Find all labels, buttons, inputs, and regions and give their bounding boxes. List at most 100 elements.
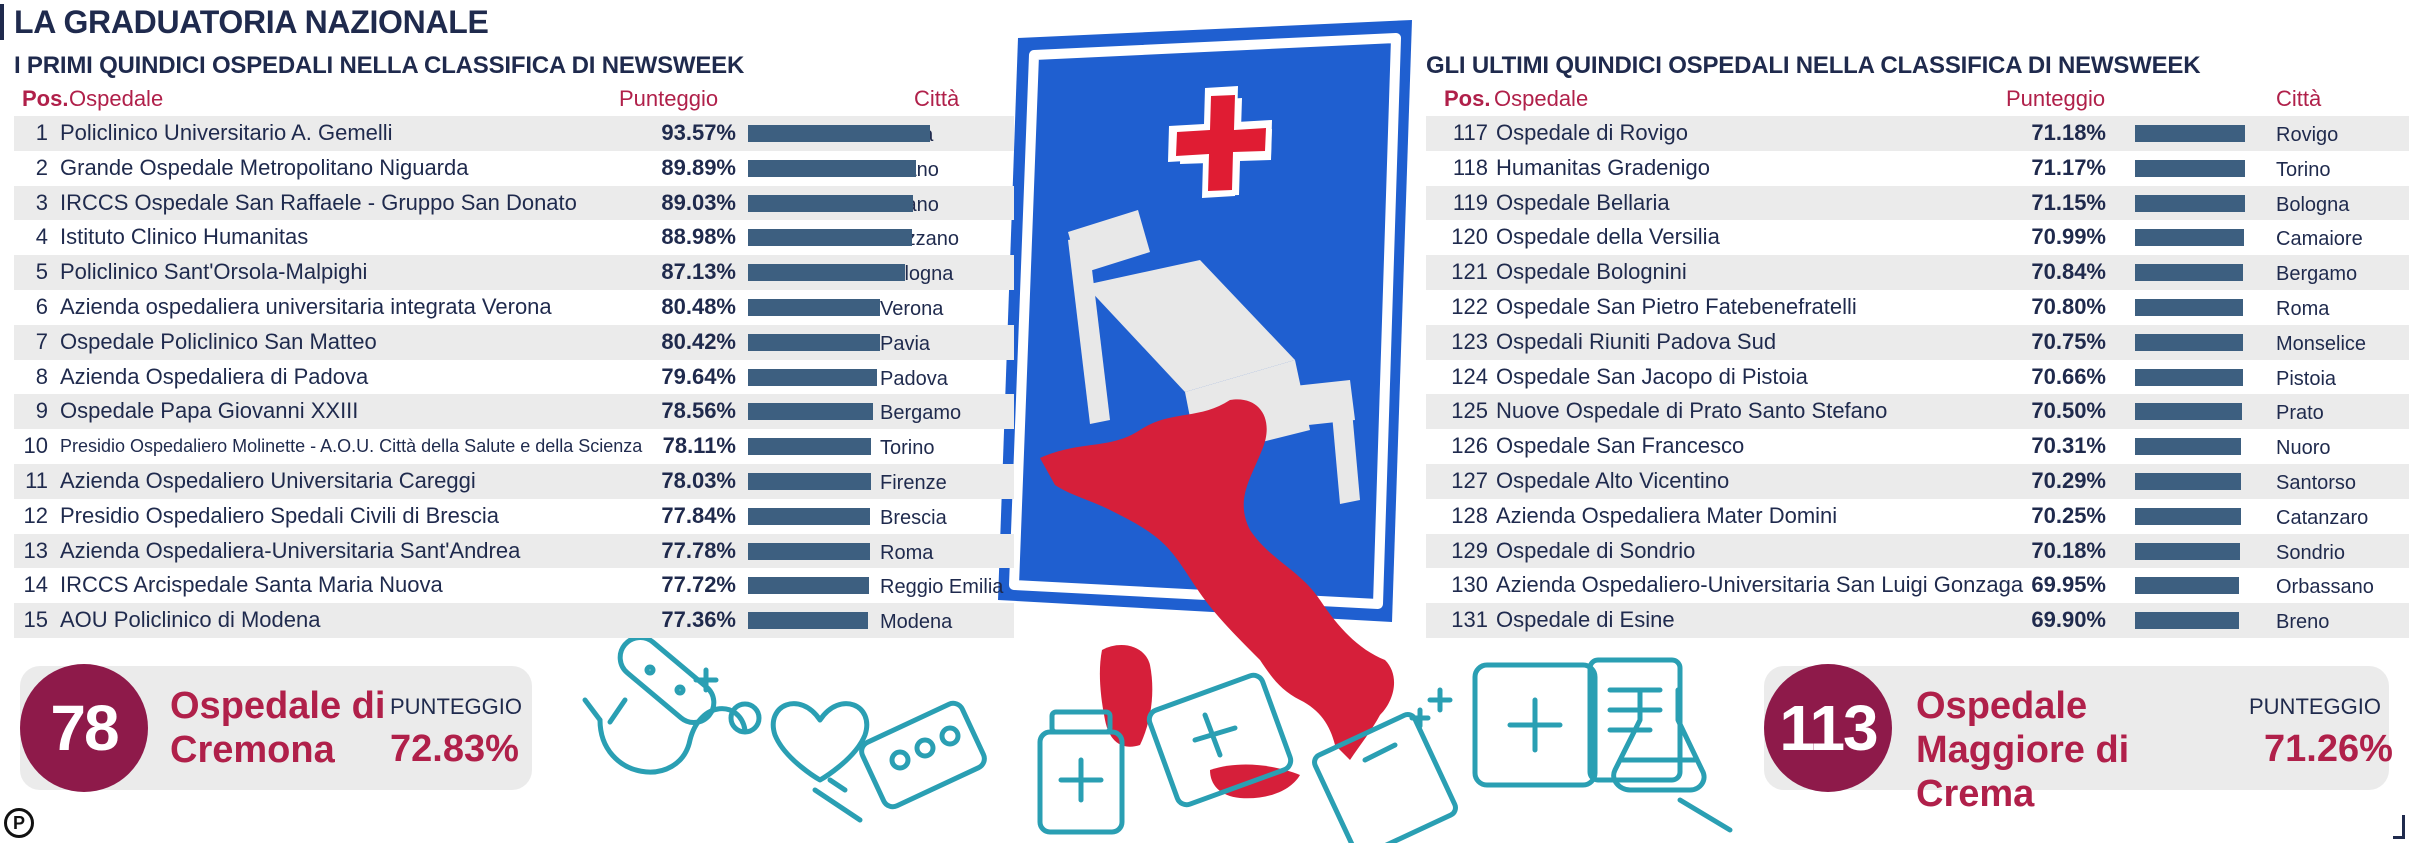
- column-header-name: Ospedale: [69, 86, 164, 111]
- syringe-icon: [812, 777, 863, 823]
- score-bar: [748, 403, 873, 421]
- row-hospital-name: Azienda Ospedaliera-Universitaria Sant'A…: [60, 537, 521, 563]
- row-score: 71.15%: [2031, 189, 2106, 215]
- row-rank: 6: [35, 293, 48, 319]
- row-rank: 15: [23, 607, 48, 633]
- row-city: Roma: [2276, 297, 2330, 320]
- row-city: Monselice: [2276, 332, 2367, 355]
- row-rank: 130: [1451, 572, 1488, 598]
- row-rank: 12: [23, 502, 48, 528]
- highlight-hospital-name: Ospedale di Cremona: [170, 685, 386, 771]
- row-score: 70.84%: [2031, 259, 2106, 285]
- score-bar: [2135, 159, 2245, 177]
- rank-badge: 113: [1764, 664, 1892, 792]
- top-hospitals-table: I PRIMI QUINDICI OSPEDALI NELLA CLASSIFI…: [14, 50, 1014, 638]
- row-score: 77.84%: [661, 502, 736, 528]
- row-rank: 11: [25, 467, 48, 493]
- highlight-card-cremona: 78 Ospedale di Cremona PUNTEGGIO 72.83%: [20, 664, 532, 792]
- medicine-bottle-icon: [1037, 709, 1125, 835]
- syringe-icon: [1677, 797, 1733, 833]
- row-hospital-name: IRCCS Ospedale San Raffaele - Gruppo San…: [60, 189, 577, 215]
- highlight-score-label: PUNTEGGIO: [2249, 694, 2382, 719]
- table-row: 124 Ospedale San Jacopo di Pistoia 70.66% P…: [1426, 360, 2409, 395]
- highlight-card-crema: 113 Ospedale Maggiore di Crema PUNTEGGIO…: [1764, 664, 2393, 815]
- row-hospital-name: Azienda ospedaliera universitaria integr…: [60, 293, 552, 319]
- first-aid-kit-icon: [1146, 672, 1294, 808]
- column-header-score: Punteggio: [619, 86, 719, 111]
- score-bar: [748, 229, 913, 247]
- table-row: 121 Ospedale Bolognini 70.84% Bergamo: [1426, 255, 2409, 290]
- table-row: 129 Ospedale di Sondrio 70.18% Sondrio: [1426, 533, 2409, 569]
- row-rank: 4: [35, 224, 48, 250]
- table-row: 5 Policlinico Sant'Orsola-Malpighi 87.13% B…: [14, 255, 1014, 290]
- row-hospital-name: Ospedale San Pietro Fatebenefratelli: [1496, 293, 1857, 319]
- table-row: 117 Ospedale di Rovigo 71.18% Rovigo: [1426, 116, 2409, 151]
- table-row: 1 Policlinico Universitario A. Gemelli 93.…: [14, 116, 1014, 151]
- row-hospital-name: Presidio Ospedaliero Molinette - A.O.U. …: [60, 436, 643, 457]
- row-city: Nuoro: [2276, 437, 2331, 460]
- score-bar: [2135, 298, 2244, 316]
- row-score: 70.25%: [2031, 502, 2106, 528]
- column-header-city: Città: [2276, 86, 2322, 111]
- column-header-pos: Pos.: [22, 86, 69, 111]
- bottom-hospitals-table: GLI ULTIMI QUINDICI OSPEDALI NELLA CLASS…: [1426, 50, 2409, 638]
- row-hospital-name: Ospedale Bellaria: [1496, 189, 1670, 215]
- table-row: 14 IRCCS Arcispedale Santa Maria Nuova 77.…: [14, 568, 1014, 603]
- row-rank: 8: [35, 363, 48, 389]
- table-row: 9 Ospedale Papa Giovanni XXIII 78.56% Berga…: [14, 394, 1014, 430]
- score-bar: [748, 507, 870, 525]
- stethoscope-icon: [582, 697, 762, 775]
- score-bar: [748, 333, 880, 351]
- table-row: 2 Grande Ospedale Metropolitano Niguarda 8…: [14, 151, 1014, 186]
- row-rank: 124: [1451, 363, 1488, 389]
- row-city: Orbassano: [2276, 576, 2374, 599]
- row-hospital-name: Ospedale della Versilia: [1496, 224, 1720, 250]
- flask-icon: [1611, 687, 1707, 793]
- row-score: 80.42%: [661, 328, 736, 354]
- left-table-subtitle: I PRIMI QUINDICI OSPEDALI NELLA CLASSIFI…: [14, 52, 745, 79]
- row-city: Pistoia: [2276, 367, 2337, 390]
- row-rank: 118: [1452, 154, 1488, 180]
- row-score: 77.72%: [661, 572, 736, 598]
- score-bar: [748, 472, 871, 490]
- score-bar: [748, 438, 871, 456]
- score-bar: [2135, 368, 2243, 386]
- score-bar: [2135, 542, 2241, 560]
- score-bar: [2135, 229, 2245, 247]
- row-hospital-name: Ospedale di Rovigo: [1496, 120, 1689, 145]
- table-row: 122 Ospedale San Pietro Fatebenefratelli 7…: [1426, 290, 2409, 325]
- row-rank: 123: [1451, 328, 1488, 354]
- row-rank: 126: [1451, 433, 1488, 459]
- table-row: 119 Ospedale Bellaria 71.15% Bologna: [1426, 185, 2409, 221]
- row-city: Bergamo: [2276, 263, 2358, 286]
- row-city: Santorso: [2276, 471, 2357, 494]
- row-rank: 7: [35, 328, 48, 354]
- score-bar: [748, 264, 906, 282]
- score-bar: [748, 125, 930, 142]
- table-row: 8 Azienda Ospedaliera di Padova 79.64% Pado…: [14, 360, 1014, 395]
- row-rank: 125: [1451, 398, 1488, 424]
- highlight-score-value: 71.26%: [2264, 728, 2393, 770]
- score-bar: [2135, 403, 2242, 421]
- row-score: 88.98%: [661, 224, 736, 250]
- score-bar: [2135, 612, 2239, 630]
- row-rank: 121: [1451, 259, 1488, 285]
- bandage-icon: [617, 635, 717, 725]
- page-title: LA GRADUATORIA NAZIONALE: [0, 4, 489, 40]
- row-city: Camaiore: [2276, 228, 2363, 251]
- row-city: Rovigo: [2276, 124, 2339, 146]
- table-row: 10 Presidio Ospedaliero Molinette - A.O.U…: [14, 429, 1014, 464]
- row-score: 70.50%: [2031, 398, 2106, 424]
- row-hospital-name: Istituto Clinico Humanitas: [60, 224, 309, 250]
- score-bar: [2135, 333, 2243, 351]
- row-hospital-name: Ospedale di Sondrio: [1496, 537, 1696, 563]
- score-bar: [748, 194, 913, 212]
- score-bar: [2135, 125, 2245, 142]
- row-hospital-name: Ospedale Papa Giovanni XXIII: [60, 398, 359, 424]
- row-rank: 5: [35, 259, 48, 285]
- row-city: Torino: [880, 437, 935, 460]
- row-score: 70.99%: [2031, 224, 2106, 250]
- row-city: Pavia: [880, 332, 931, 355]
- publisher-logo-icon: P: [4, 808, 34, 838]
